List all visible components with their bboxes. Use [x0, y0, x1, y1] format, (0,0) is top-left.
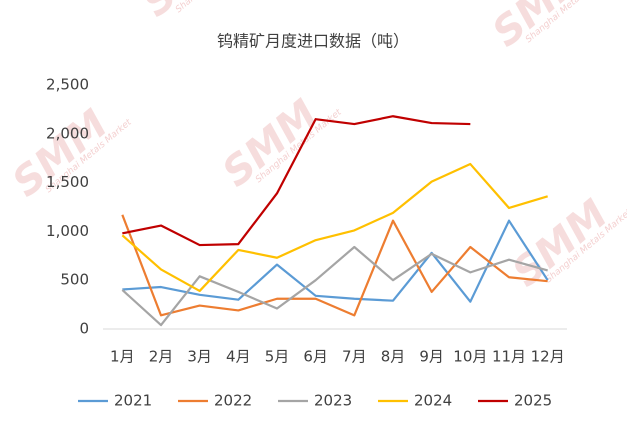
y-tick-label: 500: [60, 271, 89, 289]
legend-label: 2021: [114, 392, 152, 410]
series-line: [122, 115, 471, 247]
x-tick-label: 12月: [531, 348, 565, 366]
series-line: [121, 162, 548, 293]
chart-title: 钨精矿月度进口数据（吨）: [217, 32, 409, 51]
watermark-tagline: Shanghai Metals Market: [174, 0, 264, 15]
legend-label: 2025: [514, 392, 552, 410]
legend-label: 2022: [214, 392, 252, 410]
y-tick-label: 2,000: [46, 124, 89, 142]
legend-label: 2024: [414, 392, 452, 410]
series-line: [121, 214, 548, 317]
x-tick-label: 9月: [419, 348, 444, 366]
x-tick-label: 6月: [303, 348, 328, 366]
y-tick-label: 1,500: [46, 173, 89, 191]
x-tick-label: 8月: [381, 348, 406, 366]
series-line: [122, 219, 549, 303]
x-tick-label: 1月: [110, 348, 135, 366]
legend-label: 2023: [314, 392, 352, 410]
x-tick-label: 4月: [226, 348, 251, 366]
y-tick-label: 1,000: [46, 222, 89, 240]
x-tick-label: 7月: [342, 348, 367, 366]
y-tick-label: 2,500: [46, 76, 89, 94]
x-tick-label: 10月: [453, 348, 487, 366]
y-tick-label: 0: [79, 320, 89, 338]
x-tick-label: 2月: [149, 348, 174, 366]
x-tick-label: 5月: [265, 348, 290, 366]
x-tick-label: 3月: [187, 348, 212, 366]
series-line: [121, 245, 548, 327]
x-tick-label: 11月: [492, 348, 526, 366]
